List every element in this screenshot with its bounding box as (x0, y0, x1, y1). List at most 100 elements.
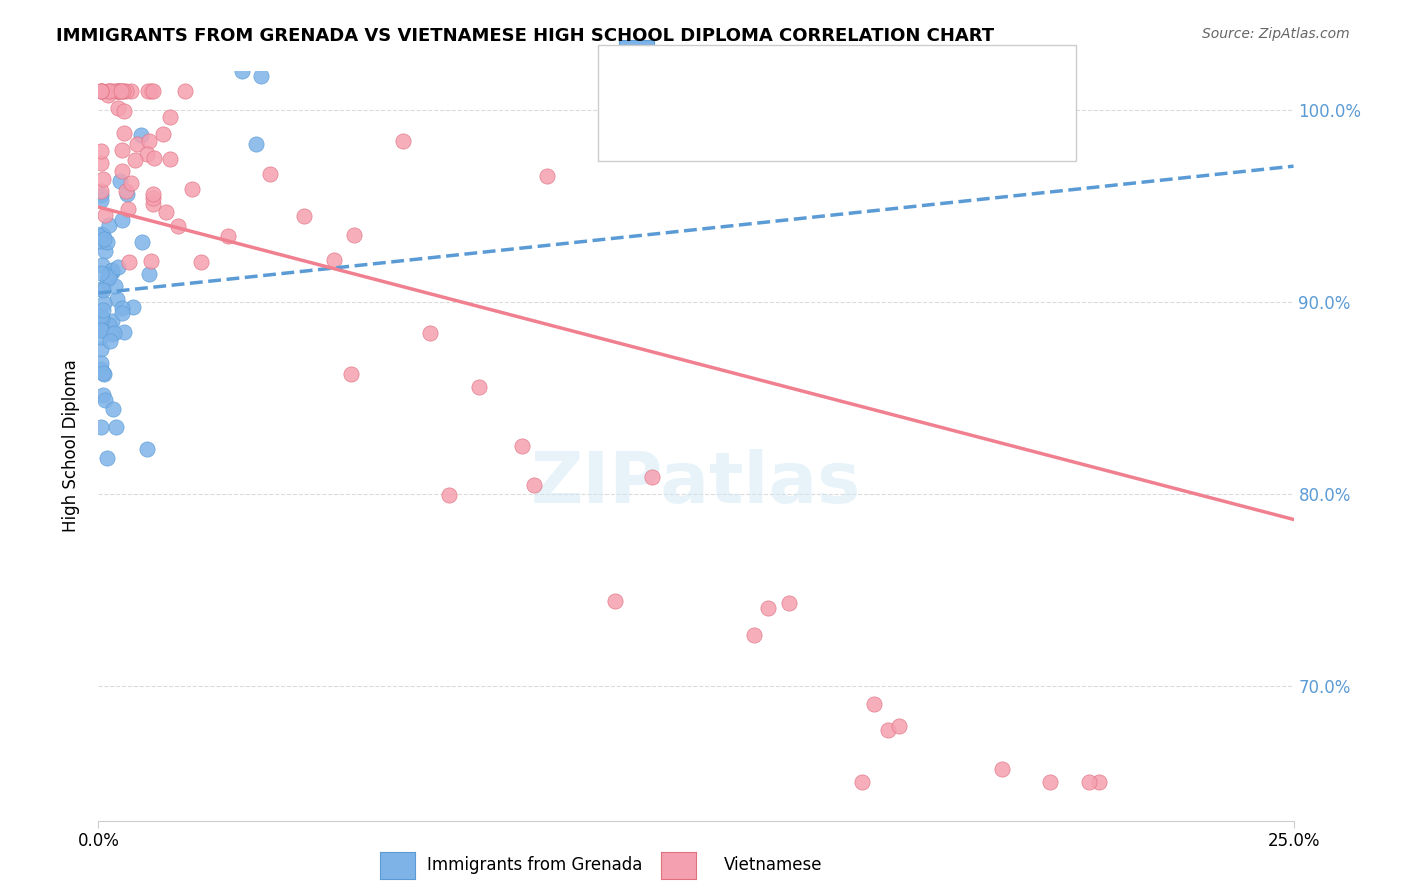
Point (96, 235, 118, 249)
Point (523, 478, 546, 492)
Point (112, 127, 135, 141)
Point (877, 723, 900, 738)
Point (94, 392, 117, 407)
Point (111, 144, 134, 158)
Point (107, 84, 129, 98)
Text: 0.044: 0.044 (707, 49, 763, 67)
Text: -0.345: -0.345 (707, 94, 772, 112)
Point (90, 258, 112, 272)
Point (90, 342, 112, 356)
Point (152, 127, 174, 141)
Point (93, 295, 115, 310)
Point (437, 488, 460, 502)
Point (107, 84, 129, 98)
Point (101, 263, 124, 277)
Point (419, 326, 441, 340)
Point (129, 128, 152, 143)
Point (101, 401, 124, 416)
Point (91, 84, 114, 98)
Point (90, 282, 112, 296)
Point (245, 137, 267, 152)
Point (97, 268, 120, 283)
Point (90, 361, 112, 376)
Point (142, 84, 165, 98)
Point (391, 134, 413, 148)
Point (91, 302, 114, 317)
Text: ZIPatlas: ZIPatlas (531, 449, 860, 518)
Point (96, 450, 118, 465)
Text: R =: R = (665, 94, 704, 112)
Point (121, 301, 143, 315)
Point (90, 227, 112, 241)
Point (105, 420, 128, 434)
Point (111, 212, 134, 227)
Point (93, 367, 115, 381)
Point (101, 327, 124, 342)
Point (120, 176, 142, 190)
Point (97, 84, 120, 98)
Point (98, 318, 121, 333)
Point (1077, 775, 1099, 789)
Point (1039, 775, 1062, 789)
Point (343, 227, 366, 242)
Point (603, 594, 626, 608)
Point (90, 310, 112, 324)
Point (142, 191, 165, 205)
Point (115, 185, 138, 199)
Point (90, 329, 112, 343)
Point (120, 84, 142, 98)
Point (104, 279, 127, 293)
Point (990, 762, 1012, 776)
Point (756, 601, 779, 615)
Point (124, 153, 146, 167)
Point (91, 366, 114, 380)
Point (180, 182, 202, 196)
Point (93, 388, 115, 402)
Point (90, 266, 112, 280)
Point (93, 227, 115, 242)
Point (100, 265, 122, 279)
Point (91, 283, 114, 297)
Point (98, 334, 121, 349)
Point (190, 255, 212, 269)
Point (142, 197, 165, 211)
Point (174, 84, 197, 98)
Text: Vietnamese: Vietnamese (724, 856, 823, 874)
Point (111, 84, 134, 98)
Point (90, 184, 112, 198)
Text: N =: N = (773, 94, 813, 112)
Point (259, 167, 281, 181)
Point (90, 321, 112, 335)
Point (139, 253, 162, 268)
Point (292, 209, 315, 223)
Point (111, 164, 134, 178)
Point (90, 84, 112, 98)
Point (90, 193, 112, 207)
Point (778, 596, 800, 610)
Point (111, 306, 134, 320)
Point (103, 326, 125, 341)
Point (97, 269, 120, 284)
Point (851, 775, 873, 789)
Text: N =: N = (773, 49, 813, 67)
Point (138, 134, 160, 148)
Point (510, 439, 533, 453)
Text: R =: R = (665, 49, 704, 67)
Point (97, 84, 120, 98)
Point (340, 367, 363, 381)
Point (112, 325, 135, 339)
Point (111, 84, 134, 98)
Point (322, 252, 344, 267)
Point (90, 84, 112, 98)
Point (742, 627, 765, 641)
Text: 59: 59 (815, 49, 841, 67)
Point (131, 235, 153, 249)
Point (103, 84, 125, 98)
Point (135, 442, 157, 456)
Point (108, 84, 131, 98)
Point (111, 301, 134, 315)
Point (117, 202, 139, 217)
Point (98, 84, 121, 98)
Point (90, 234, 112, 248)
Point (217, 229, 239, 244)
